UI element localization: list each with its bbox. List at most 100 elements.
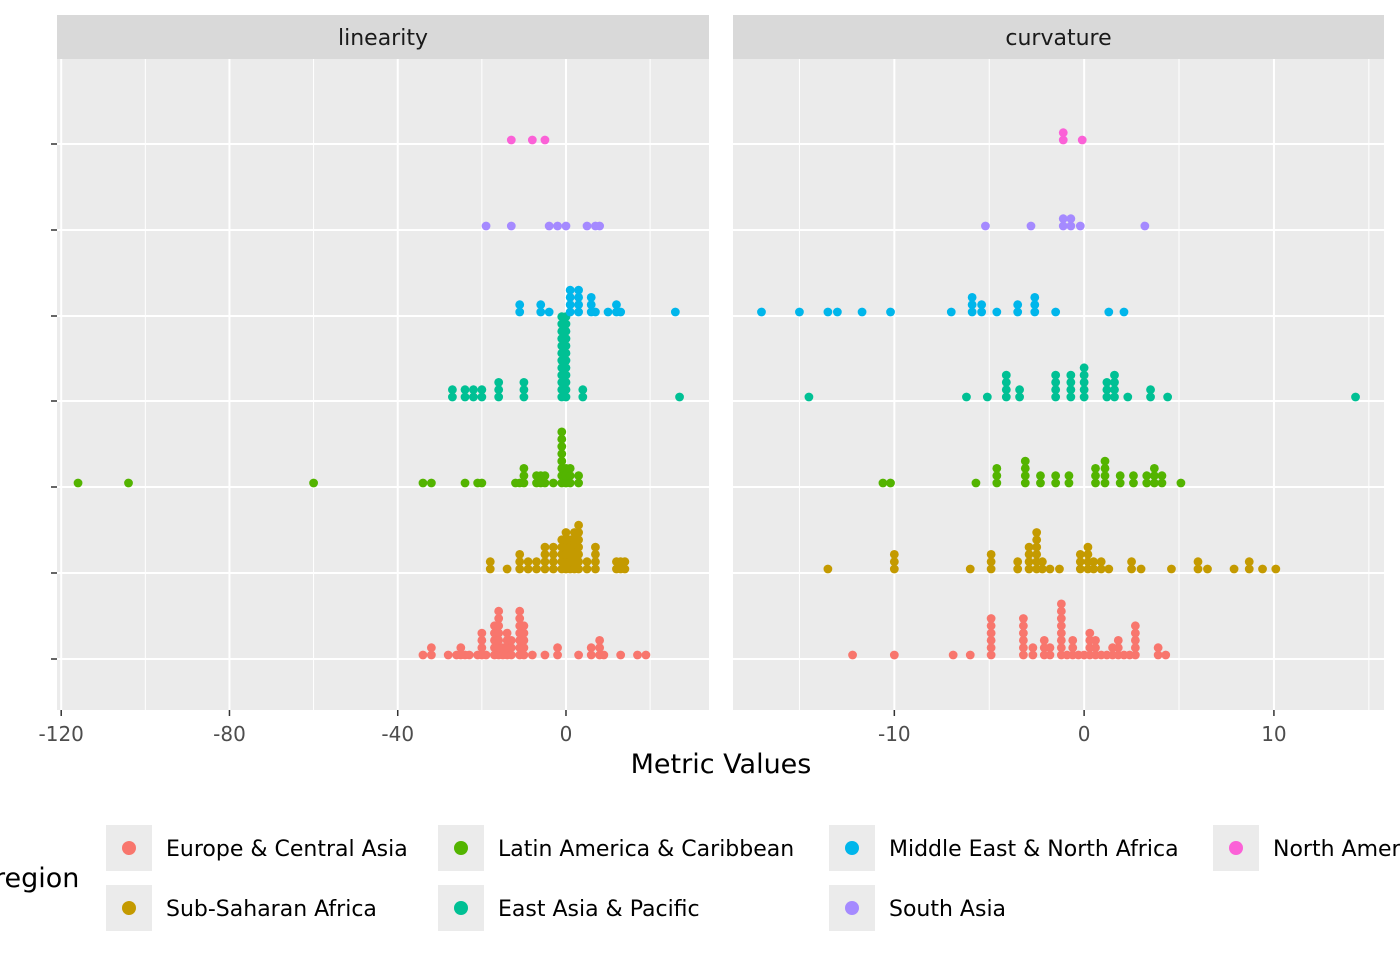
data-point (561, 370, 571, 380)
data-point (967, 293, 977, 302)
data-point (1013, 307, 1023, 317)
data-point (443, 650, 453, 660)
data-point (544, 307, 554, 317)
data-point (565, 464, 575, 473)
data-point (1149, 471, 1159, 481)
data-point (1056, 599, 1066, 609)
data-point (1176, 478, 1186, 488)
data-point (986, 564, 996, 574)
data-point (574, 307, 583, 317)
data-point (1129, 471, 1138, 481)
data-point (565, 478, 575, 488)
data-point (124, 478, 133, 488)
legend-label: Europe & Central Asia (166, 837, 408, 862)
data-point (1018, 628, 1028, 638)
data-point (591, 542, 600, 552)
data-point (561, 528, 571, 537)
data-point (502, 628, 512, 638)
data-point (1102, 378, 1112, 387)
data-point (540, 650, 550, 660)
data-point (557, 442, 567, 451)
data-point (986, 650, 996, 660)
data-point (1100, 478, 1110, 488)
data-point (578, 392, 588, 402)
data-point (1161, 650, 1171, 660)
data-point (477, 636, 487, 645)
data-point (515, 300, 525, 310)
data-point (1085, 628, 1095, 638)
data-point (469, 385, 478, 395)
data-point (548, 557, 558, 567)
facet-panels: -120 -80 -40 0 linearity -10 0 10 curvature (39, 15, 1384, 746)
legend-key (1229, 841, 1243, 855)
data-point (641, 650, 651, 660)
data-point (574, 542, 583, 552)
data-point (494, 606, 504, 616)
data-point (418, 650, 428, 660)
data-point (1193, 564, 1203, 574)
data-point (757, 307, 766, 317)
data-point (992, 478, 1002, 488)
data-point (523, 557, 533, 567)
data-point (591, 307, 600, 317)
data-point (506, 650, 516, 660)
data-point (1051, 478, 1061, 488)
data-point (1024, 557, 1034, 567)
data-point (548, 550, 558, 559)
data-point (561, 334, 571, 343)
data-point (795, 307, 804, 317)
data-point (574, 478, 583, 488)
data-point (1056, 643, 1066, 653)
data-point (485, 557, 495, 567)
data-point (1013, 564, 1023, 574)
data-point (309, 478, 318, 488)
data-point (1037, 557, 1047, 567)
data-point (548, 542, 558, 552)
data-point (886, 307, 895, 317)
data-point (1066, 378, 1076, 387)
legend-label: North America (1273, 837, 1400, 862)
data-point (1013, 300, 1023, 310)
data-point (1110, 378, 1119, 387)
x-tick-label: 0 (560, 722, 573, 746)
data-point (1079, 392, 1089, 402)
data-point (1077, 135, 1087, 145)
data-point (1153, 650, 1163, 660)
data-point (494, 628, 504, 638)
legend-key (454, 841, 468, 855)
data-point (1056, 628, 1066, 638)
data-point (1030, 307, 1040, 317)
data-point (982, 392, 992, 402)
data-point (948, 650, 958, 660)
data-point (1066, 221, 1076, 231)
data-point (561, 378, 571, 387)
data-point (1058, 128, 1068, 138)
data-point (1083, 542, 1093, 552)
series-east-asia-pacific (448, 312, 684, 402)
data-point (574, 520, 583, 530)
data-point (986, 621, 996, 631)
data-point (574, 471, 583, 481)
legend-label: Latin America & Caribbean (498, 837, 794, 862)
data-point (986, 628, 996, 638)
data-point (557, 449, 567, 459)
series-latin-america-caribbean (73, 427, 583, 488)
x-tick-label: 0 (1078, 722, 1091, 746)
data-point (1024, 564, 1034, 574)
data-point (1037, 564, 1047, 574)
data-point (1056, 621, 1066, 631)
data-point (565, 293, 575, 302)
data-point (519, 650, 529, 660)
data-point (1051, 378, 1061, 387)
data-point (1079, 370, 1089, 380)
data-point (494, 621, 504, 631)
data-point (823, 307, 833, 317)
data-point (1127, 557, 1136, 567)
series-north-america (506, 135, 550, 145)
data-point (1091, 636, 1100, 645)
legend-key (122, 901, 136, 915)
data-point (595, 636, 605, 645)
data-point (977, 300, 987, 310)
data-point (477, 628, 487, 638)
data-point (591, 564, 600, 574)
